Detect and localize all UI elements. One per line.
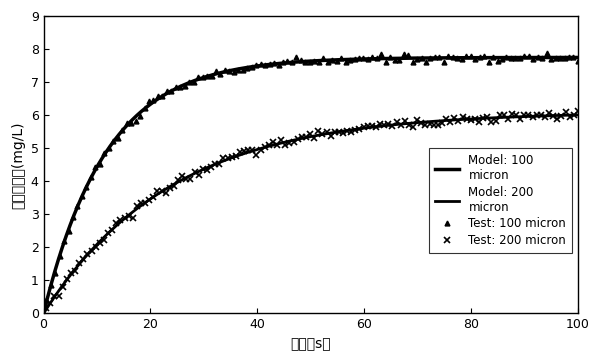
Line: Test: 100 micron: Test: 100 micron <box>44 50 581 303</box>
Test: 200 micron: (91.5, 5.95): 200 micron: (91.5, 5.95) <box>529 115 536 119</box>
Test: 100 micron: (94.1, 7.89): 100 micron: (94.1, 7.89) <box>543 51 551 55</box>
Model: 100
micron: (78.7, 7.74): 100 micron: (78.7, 7.74) <box>461 55 468 60</box>
Y-axis label: 溶解氧浓度(mg/L): 溶解氧浓度(mg/L) <box>11 121 25 209</box>
Model: 200
micron: (0, 0): 200 micron: (0, 0) <box>40 311 47 316</box>
Test: 100 micron: (21.4, 6.59): 100 micron: (21.4, 6.59) <box>154 93 162 98</box>
Model: 100
micron: (0, 0): 100 micron: (0, 0) <box>40 311 47 316</box>
Model: 100
micron: (97, 7.75): 100 micron: (97, 7.75) <box>558 55 566 60</box>
Line: Model: 100
micron: Model: 100 micron <box>43 58 578 313</box>
Model: 100
micron: (5.1, 2.73): 100 micron: (5.1, 2.73) <box>67 221 75 226</box>
Model: 200
micron: (97.1, 6): 200 micron: (97.1, 6) <box>559 113 566 118</box>
Legend: Model: 100
micron, Model: 200
micron, Test: 100 micron, Test: 200 micron: Model: 100 micron, Model: 200 micron, Te… <box>430 148 572 253</box>
Model: 100
micron: (48.6, 7.63): 100 micron: (48.6, 7.63) <box>300 59 307 64</box>
Test: 200 micron: (5.13, 1.24): 200 micron: (5.13, 1.24) <box>67 270 75 275</box>
Test: 200 micron: (0.5, 0.18): 200 micron: (0.5, 0.18) <box>43 306 50 310</box>
Model: 100
micron: (100, 7.75): 100 micron: (100, 7.75) <box>575 55 582 60</box>
Test: 100 micron: (100, 7.65): 100 micron: (100, 7.65) <box>575 59 582 63</box>
Test: 100 micron: (97.5, 7.72): 100 micron: (97.5, 7.72) <box>561 56 568 60</box>
Test: 100 micron: (69.1, 7.62): 100 micron: (69.1, 7.62) <box>409 60 416 64</box>
Model: 200
micron: (5.1, 1.18): 200 micron: (5.1, 1.18) <box>67 273 75 277</box>
Model: 100
micron: (97.1, 7.75): 100 micron: (97.1, 7.75) <box>559 55 566 60</box>
Test: 100 micron: (55.7, 7.74): 100 micron: (55.7, 7.74) <box>338 55 345 60</box>
Model: 200
micron: (78.7, 5.88): 200 micron: (78.7, 5.88) <box>461 117 468 122</box>
Line: Test: 200 micron: Test: 200 micron <box>43 108 581 311</box>
Model: 200
micron: (46, 5.22): 200 micron: (46, 5.22) <box>285 139 293 143</box>
Test: 100 micron: (27.3, 6.99): 100 micron: (27.3, 6.99) <box>186 80 193 85</box>
Line: Model: 200
micron: Model: 200 micron <box>43 115 578 313</box>
Model: 200
micron: (97, 6): 200 micron: (97, 6) <box>558 113 566 118</box>
Model: 200
micron: (100, 6.01): 200 micron: (100, 6.01) <box>575 113 582 117</box>
Model: 100
micron: (46, 7.59): 100 micron: (46, 7.59) <box>285 60 293 65</box>
Test: 200 micron: (54.5, 5.49): 200 micron: (54.5, 5.49) <box>331 130 338 134</box>
Test: 100 micron: (0.5, 0.402): 100 micron: (0.5, 0.402) <box>43 298 50 302</box>
Test: 200 micron: (87.7, 6.03): 200 micron: (87.7, 6.03) <box>508 112 516 116</box>
Test: 200 micron: (84.6, 5.81): 200 micron: (84.6, 5.81) <box>492 119 499 123</box>
Test: 200 micron: (71.5, 5.71): 200 micron: (71.5, 5.71) <box>422 123 429 127</box>
X-axis label: 时间（s）: 时间（s） <box>290 337 331 351</box>
Test: 100 micron: (79.1, 7.78): 100 micron: (79.1, 7.78) <box>463 54 470 59</box>
Test: 200 micron: (100, 6.13): 200 micron: (100, 6.13) <box>575 109 582 113</box>
Model: 200
micron: (48.6, 5.31): 200 micron: (48.6, 5.31) <box>300 136 307 140</box>
